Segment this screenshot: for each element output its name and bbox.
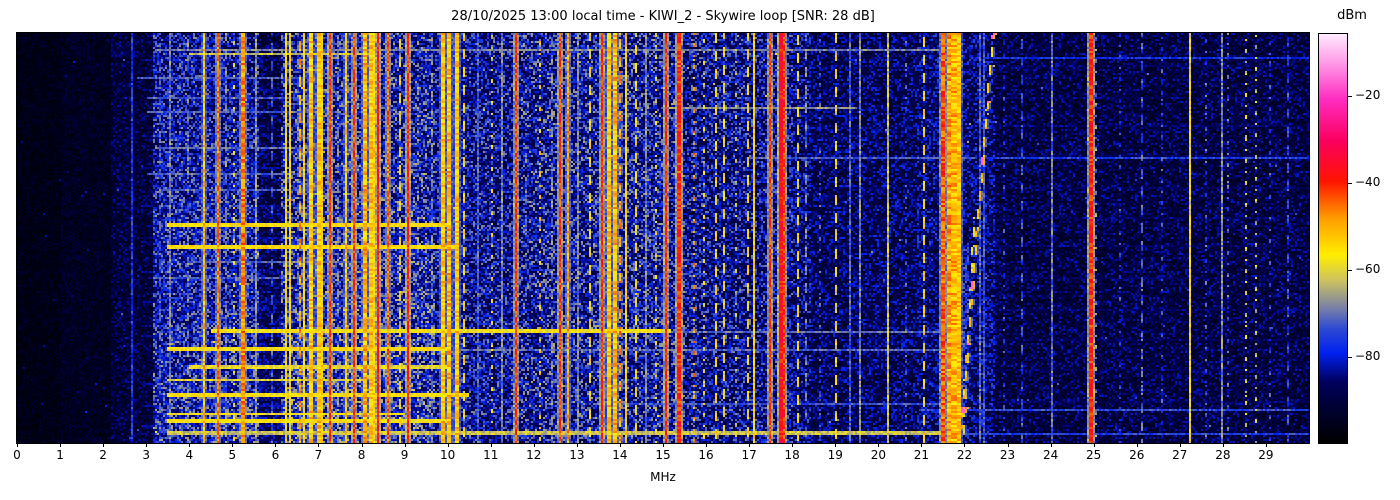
x-tick-label: 9 xyxy=(400,448,409,462)
x-tick-label: 27 xyxy=(1172,448,1188,462)
x-tick-mark xyxy=(878,443,880,447)
x-tick-label: 11 xyxy=(483,448,499,462)
colorbar-label: dBm xyxy=(1337,8,1367,23)
x-tick-mark xyxy=(1179,443,1181,447)
x-tick-mark xyxy=(17,443,18,447)
x-tick-label: 4 xyxy=(185,448,194,462)
colorbar-tick-mark xyxy=(1348,96,1352,97)
x-axis: 0 1 2 3 4 5 6 7 8 9 10 11 12 13 14 15 16 17 18 19 20 21 22 23 24… xyxy=(13,443,1309,483)
x-tick-mark xyxy=(749,443,751,447)
x-tick-label: 29 xyxy=(1258,448,1274,462)
spectrogram-canvas xyxy=(17,33,1309,443)
x-tick-label: 1 xyxy=(56,448,64,462)
x-tick-label: 26 xyxy=(1129,448,1145,462)
x-tick-label: 16 xyxy=(698,448,714,462)
x-tick-label: 18 xyxy=(784,448,800,462)
x-tick-mark xyxy=(361,443,363,447)
x-tick-mark xyxy=(835,443,837,447)
x-tick-label: 23 xyxy=(999,448,1016,462)
colorbar-tick-mark xyxy=(1348,357,1352,359)
x-tick-label: 22 xyxy=(956,448,973,462)
x-tick-mark xyxy=(490,443,492,447)
x-tick-label: 25 xyxy=(1086,448,1102,462)
x-tick-label: 7 xyxy=(314,448,323,462)
x-tick-mark xyxy=(404,443,406,447)
x-axis-label: MHz xyxy=(650,470,676,484)
plot-title: 28/10/2025 13:00 local time - KIWI_2 - S… xyxy=(451,9,875,24)
x-tick-mark xyxy=(1265,443,1267,447)
colorbar-tick-area: −20 −40 −60 −80 xyxy=(1348,34,1398,443)
x-tick-mark xyxy=(663,443,664,447)
colorbar-tick-label: −40 xyxy=(1355,175,1381,190)
x-tick-mark xyxy=(533,443,535,447)
x-tick-label: 3 xyxy=(142,448,150,462)
colorbar-tick-label: −60 xyxy=(1355,262,1381,277)
x-tick-mark xyxy=(792,443,794,447)
x-tick-label: 10 xyxy=(440,448,456,462)
x-tick-label: 13 xyxy=(569,448,585,462)
x-tick-mark xyxy=(706,443,708,447)
spectrogram-plot-area xyxy=(16,32,1310,444)
x-tick-label: 12 xyxy=(526,448,542,462)
colorbar xyxy=(1318,33,1348,444)
x-tick-label: 17 xyxy=(741,448,757,462)
x-tick-mark xyxy=(921,443,923,447)
x-tick-mark xyxy=(1222,443,1224,447)
x-tick-label: 5 xyxy=(228,448,237,462)
x-tick-mark xyxy=(1007,443,1009,447)
x-tick-mark xyxy=(232,443,234,447)
x-tick-mark xyxy=(103,443,105,447)
x-tick-mark xyxy=(964,443,966,447)
x-tick-label: 6 xyxy=(271,448,280,462)
colorbar-tick-label: −80 xyxy=(1355,349,1381,364)
x-tick-mark xyxy=(275,443,277,447)
x-tick-mark xyxy=(619,443,621,447)
x-tick-label: 8 xyxy=(357,448,366,462)
x-tick-mark xyxy=(447,443,449,447)
x-tick-mark xyxy=(318,443,320,447)
x-tick-label: 14 xyxy=(612,448,628,462)
colorbar-tick-mark xyxy=(1348,183,1352,185)
x-tick-label: 15 xyxy=(655,448,671,462)
x-tick-mark xyxy=(1050,443,1052,447)
x-tick-label: 20 xyxy=(870,448,886,462)
x-tick-label: 0 xyxy=(13,448,21,462)
x-tick-mark xyxy=(189,443,191,447)
x-tick-label: 19 xyxy=(827,448,843,462)
x-tick-label: 28 xyxy=(1215,448,1231,462)
x-tick-mark xyxy=(1093,443,1095,447)
colorbar-tick-label: −20 xyxy=(1355,88,1381,102)
x-tick-label: 2 xyxy=(99,448,107,462)
x-tick-mark xyxy=(146,443,148,447)
x-tick-mark xyxy=(1136,443,1138,447)
x-tick-mark xyxy=(60,443,62,447)
x-tick-label: 24 xyxy=(1042,448,1059,462)
x-tick-mark xyxy=(576,443,578,447)
x-tick-label: 21 xyxy=(913,448,930,462)
colorbar-gradient xyxy=(1319,34,1347,443)
colorbar-tick-mark xyxy=(1348,270,1352,272)
